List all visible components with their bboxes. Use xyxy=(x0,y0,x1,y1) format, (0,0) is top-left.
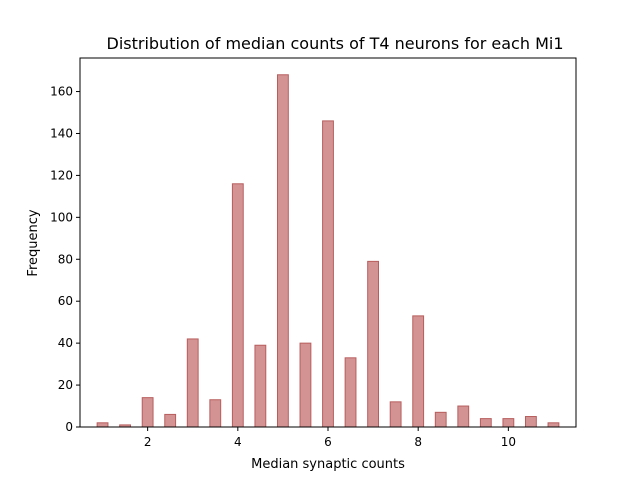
bar xyxy=(186,338,199,428)
x-tick-label: 4 xyxy=(234,435,242,449)
y-tick-label: 60 xyxy=(58,294,73,308)
bar xyxy=(479,418,492,428)
y-tick-label: 20 xyxy=(58,378,73,392)
x-tick-label: 10 xyxy=(501,435,516,449)
bar xyxy=(344,357,357,428)
y-tick-label: 0 xyxy=(65,420,73,434)
bar xyxy=(412,315,425,428)
bar xyxy=(141,397,154,428)
bar xyxy=(457,405,470,428)
y-tick-label: 100 xyxy=(50,210,73,224)
bar xyxy=(209,399,222,428)
x-tick-label: 2 xyxy=(144,435,152,449)
y-tick-label: 140 xyxy=(50,126,73,140)
x-tick-label: 8 xyxy=(414,435,422,449)
bar xyxy=(231,183,244,428)
bar xyxy=(322,120,334,428)
bar xyxy=(434,411,447,428)
chart-title: Distribution of median counts of T4 neur… xyxy=(107,34,564,53)
x-axis-ticks: 2 4 6 8 10 xyxy=(144,427,516,449)
y-tick-label: 160 xyxy=(50,85,73,99)
y-axis-label: Frequency xyxy=(26,209,41,276)
y-axis-ticks: 0 20 40 60 80 100 120 140 160 xyxy=(50,85,80,434)
x-axis-label: Median synaptic counts xyxy=(251,457,405,472)
y-tick-label: 120 xyxy=(50,168,73,182)
bar xyxy=(254,344,267,428)
bar xyxy=(389,401,402,428)
bar xyxy=(96,422,109,428)
bar xyxy=(276,74,289,428)
y-tick-label: 80 xyxy=(58,252,73,266)
bars-group xyxy=(96,74,560,428)
plot-frame xyxy=(79,57,577,428)
bar xyxy=(367,260,380,428)
bar xyxy=(164,413,177,428)
x-tick-label: 6 xyxy=(324,435,332,449)
bar xyxy=(299,342,312,428)
bar xyxy=(547,422,560,428)
bar xyxy=(502,418,515,428)
bar xyxy=(524,416,537,428)
y-tick-label: 40 xyxy=(58,336,73,350)
